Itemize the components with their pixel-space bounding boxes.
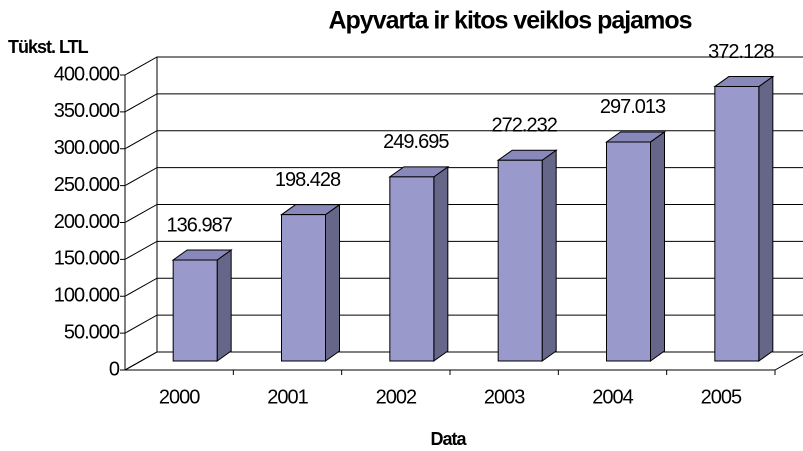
y-tick-label: 0 [109,358,120,380]
value-label: 136.987 [167,214,233,236]
y-tick-label: 250.000 [54,174,120,196]
chart-title: Apyvarta ir kitos veiklos pajamos [328,7,691,35]
bar [713,75,775,362]
y-tick-label: 350.000 [54,100,120,122]
grid-line [124,240,803,260]
x-tick-label: 2002 [376,386,417,408]
bar-front [714,86,760,362]
x-tick-label: 2004 [592,386,633,408]
y-tick-label: 300.000 [54,137,120,159]
bar [388,165,450,362]
bar [171,249,233,362]
bar [604,130,667,362]
grid-line [124,56,803,76]
bar-front [497,159,543,362]
y-tick-label: 150.000 [54,248,120,270]
bar [496,149,558,362]
value-label: 297.013 [600,96,666,118]
bar [279,203,342,362]
x-tick-label: 2005 [701,386,742,408]
grid-line [124,351,803,371]
value-label: 372.128 [708,41,774,63]
grid-line [124,167,803,187]
y-tick-label: 200.000 [54,211,120,233]
y-tick-label: 400.000 [54,63,120,85]
bar-side [541,149,557,362]
bar-side [325,203,340,362]
bar-side [433,165,449,362]
value-label: 249.695 [383,131,449,153]
bar-front [172,259,218,362]
bar-side [650,130,665,362]
y-axis-label: Tükst. LTL [8,37,89,57]
grid-line [124,130,803,150]
x-tick-label: 2000 [159,386,200,408]
grid-line [124,204,803,223]
x-tick-label: 2001 [267,386,308,408]
y-tick-label: 50.000 [64,321,120,343]
grid-line [124,277,803,297]
x-tick-label: 2003 [484,386,525,408]
bar-side [216,249,232,362]
value-label: 272.232 [492,115,558,137]
bar-front [389,176,435,362]
grid-line [124,93,803,113]
y-tick-label: 100.000 [54,285,120,307]
bar-side [758,75,774,362]
value-label: 198.428 [275,169,341,191]
grid-line [124,314,803,334]
bar-front [606,141,651,362]
x-axis-label: Data [430,429,467,449]
bar-front [281,214,326,362]
